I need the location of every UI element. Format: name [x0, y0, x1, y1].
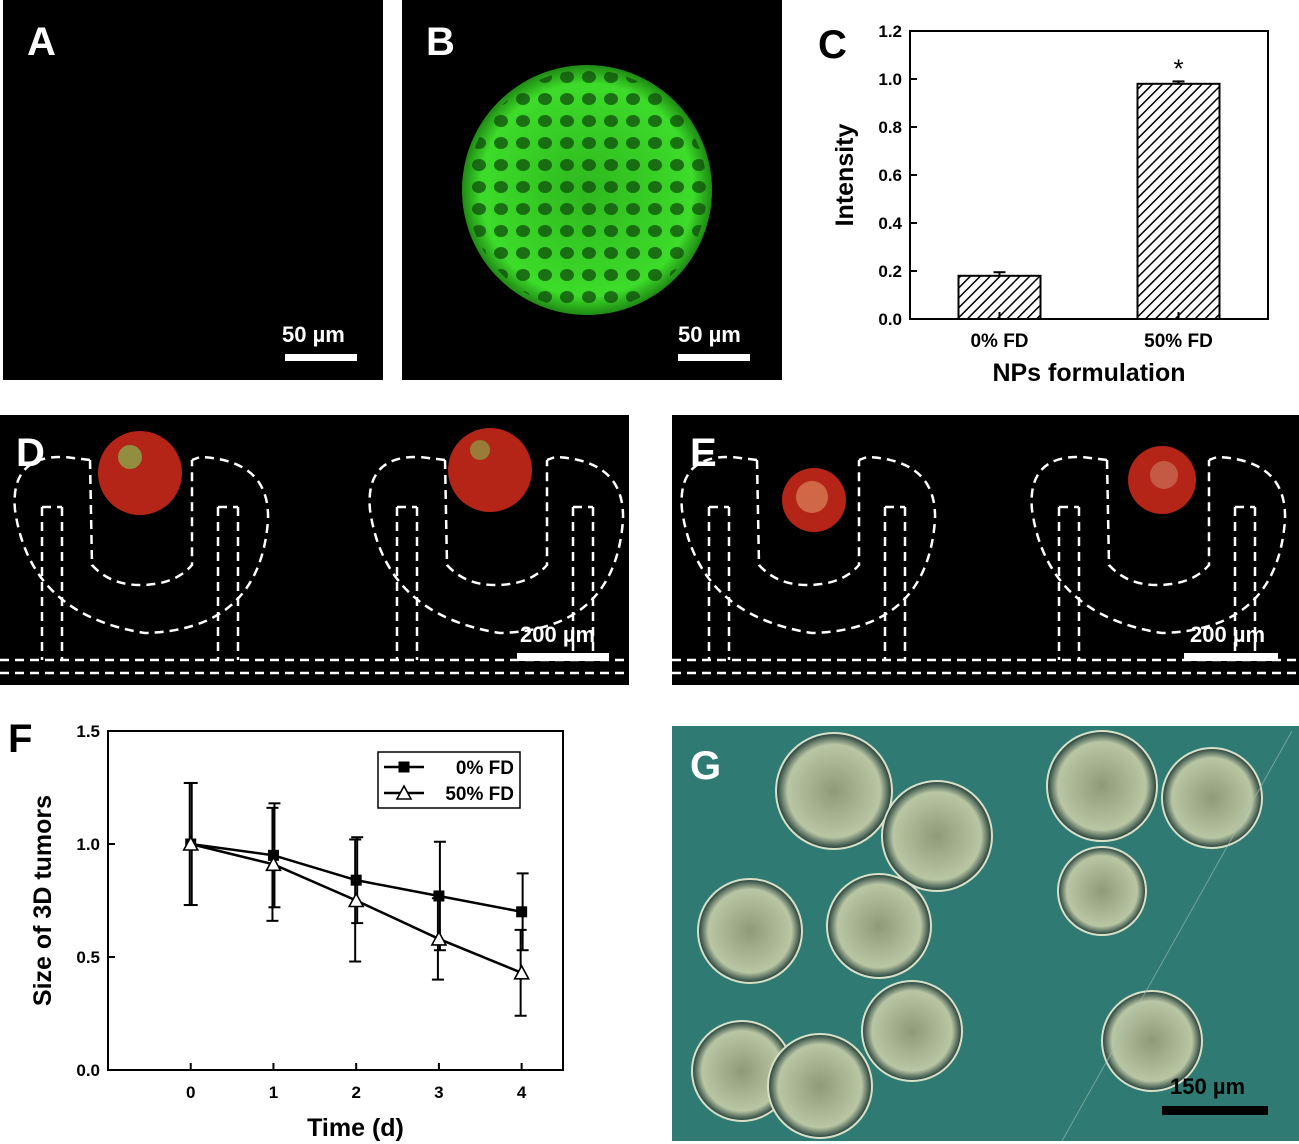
- x-axis-label: NPs formulation: [992, 359, 1185, 387]
- panel-e-device-outline: [672, 446, 1299, 675]
- panel-f-line-chart: F 0.0 0.5 1.0 1.5 0 1 2 3 4 0% FD 50% FD Time (d) Si…: [8, 717, 564, 1142]
- panel-e-micrograph: E 200 µm: [672, 415, 1299, 685]
- panel-d-scale-label: 200 µm: [520, 622, 596, 647]
- y-tick-label: 0.6: [878, 166, 902, 185]
- spheroid-green-fluorescence: [462, 65, 712, 315]
- y-tick-label: 0.0: [76, 1061, 100, 1080]
- panel-e-scale-label: 200 µm: [1190, 622, 1266, 647]
- y-tick-label: 1.2: [878, 22, 902, 41]
- panel-a-micrograph: A 50 µm: [3, 0, 383, 380]
- panel-b-label: B: [426, 20, 455, 64]
- tumor-spheroid-2: [448, 428, 532, 512]
- panel-b-scale-bar: [678, 354, 750, 361]
- panel-d-label: D: [16, 431, 45, 475]
- y-axis-label: Size of 3D tumors: [29, 795, 57, 1006]
- legend-marker: [395, 784, 413, 800]
- significance-marker: *: [1173, 53, 1183, 83]
- data-point: [430, 930, 448, 946]
- spheroid-cluster: [691, 730, 1293, 1141]
- panel-e-label: E: [690, 431, 717, 475]
- panel-g-scale-bar: [1162, 1106, 1268, 1115]
- legend-marker: [398, 761, 410, 773]
- data-point: [347, 891, 365, 908]
- x-tick-label: 2: [351, 1083, 360, 1102]
- y-tick-label: 0.8: [878, 118, 902, 137]
- panel-f-label: F: [8, 717, 32, 761]
- y-tick-label: 0.4: [878, 214, 902, 233]
- y-tick-label: 1.5: [76, 722, 100, 741]
- panel-b-micrograph: B 50 µm: [402, 0, 782, 380]
- bar-1: [957, 274, 1042, 320]
- panel-a-scale-bar: [285, 354, 357, 361]
- tumor-spheroid-1: [98, 431, 182, 515]
- x-tick-label: 4: [517, 1083, 527, 1102]
- panel-d-scale-bar: [517, 653, 609, 661]
- y-axis-label: Intensity: [831, 124, 859, 227]
- legend-entry: 0% FD: [456, 758, 514, 779]
- panel-d-micrograph: D 200 µm: [0, 415, 629, 685]
- panel-g-phase-micrograph: G 150 µm: [672, 726, 1299, 1141]
- panel-a-label: A: [27, 20, 56, 64]
- y-tick-label: 0.2: [878, 262, 902, 281]
- x-tick-label: 0: [186, 1083, 195, 1102]
- x-axis-label: Time (d): [307, 1114, 404, 1142]
- x-tick-label: 0% FD: [970, 331, 1028, 352]
- bar-2: [1136, 82, 1221, 320]
- panel-a-scale-label: 50 µm: [282, 322, 345, 347]
- y-tick-label: 1.0: [76, 835, 100, 854]
- plot-frame: [107, 730, 564, 1071]
- x-tick-label: 50% FD: [1144, 331, 1213, 352]
- panel-g-label: G: [690, 744, 722, 788]
- panel-c-bar-chart: C 0.0 0.2 0.4 0.6 0.8 1.0 1.2 0% FD * 50% FD NPs f…: [818, 22, 1269, 387]
- panel-g-scale-label: 150 µm: [1170, 1074, 1246, 1099]
- y-tick-label: 1.0: [878, 70, 902, 89]
- panel-e-scale-bar: [1184, 653, 1278, 661]
- panel-b-scale-label: 50 µm: [678, 322, 741, 347]
- data-point: [513, 964, 530, 980]
- data-point: [265, 855, 282, 872]
- panel-c-label: C: [818, 23, 847, 67]
- panel-d-device-outline: [0, 428, 629, 675]
- data-point: [516, 906, 528, 918]
- data-point: [182, 835, 200, 851]
- y-tick-label: 0.5: [76, 948, 100, 967]
- y-tick-label: 0.0: [878, 310, 902, 329]
- x-tick-label: 3: [434, 1083, 443, 1102]
- legend-entry: 50% FD: [445, 784, 514, 805]
- data-point: [433, 890, 445, 902]
- x-tick-label: 1: [269, 1083, 278, 1102]
